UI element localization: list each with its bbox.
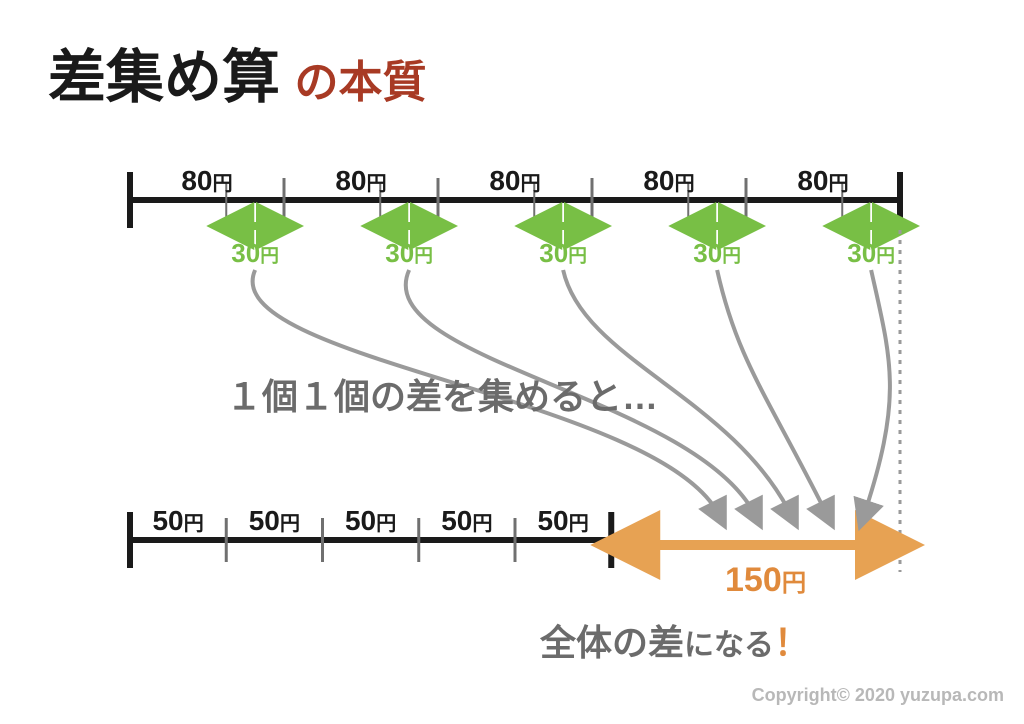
svg-text:50円: 50円: [537, 505, 588, 536]
diagram-svg: 80円 80円 80円 80円 80円 30円 30円 30円 30円 30円 50円 50円 50円 5…: [0, 0, 1024, 724]
svg-text:80円: 80円: [181, 165, 232, 196]
svg-text:30円: 30円: [693, 238, 741, 268]
svg-text:30円: 30円: [847, 238, 895, 268]
svg-text:80円: 80円: [797, 165, 848, 196]
svg-text:50円: 50円: [345, 505, 396, 536]
bottom-caption-b: になる: [684, 629, 774, 662]
svg-text:80円: 80円: [489, 165, 540, 196]
svg-text:30円: 30円: [231, 238, 279, 268]
bottom-caption-c: ！: [774, 622, 810, 663]
bottom-caption-a: 全体の差: [540, 622, 684, 663]
mid-caption: １個１個の差を集めると…: [226, 368, 658, 420]
svg-text:50円: 50円: [249, 505, 300, 536]
mid-caption-text: １個１個の差を集めると…: [226, 376, 658, 417]
svg-text:80円: 80円: [643, 165, 694, 196]
svg-text:80円: 80円: [335, 165, 386, 196]
svg-text:50円: 50円: [152, 505, 203, 536]
svg-text:30円: 30円: [385, 238, 433, 268]
copyright-text: Copyright© 2020 yuzupa.com: [752, 685, 1004, 706]
svg-text:30円: 30円: [539, 238, 587, 268]
bottom-caption: 全体の差になる！: [540, 614, 810, 666]
svg-text:50円: 50円: [441, 505, 492, 536]
svg-text:150円: 150円: [725, 561, 806, 599]
